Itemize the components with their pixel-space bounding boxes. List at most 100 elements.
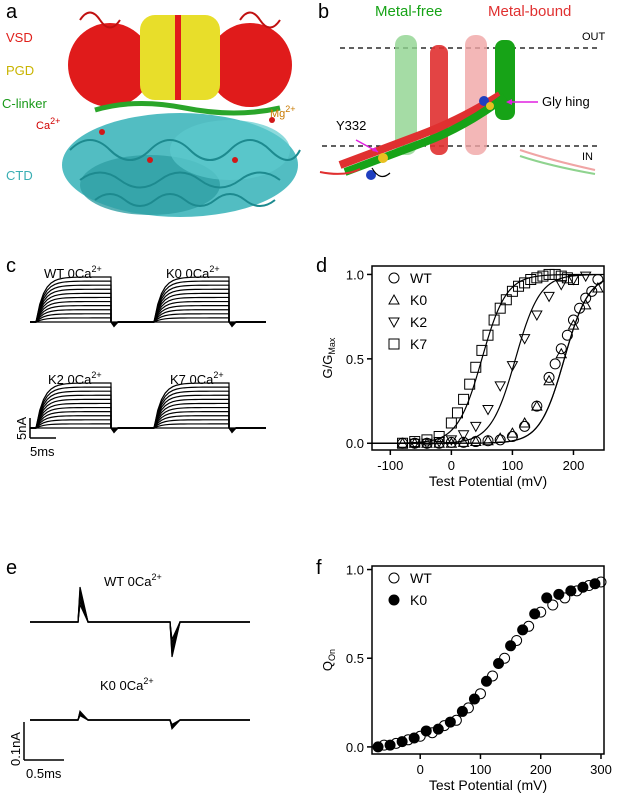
legend-label: WT [410, 270, 432, 286]
data-point [480, 675, 492, 687]
data-point [408, 438, 421, 450]
data-point [482, 329, 494, 341]
ca-ion [232, 157, 238, 163]
current-trace [30, 406, 148, 431]
data-point [372, 741, 384, 753]
x-axis-label: Test Potential (mV) [429, 473, 547, 489]
data-point [549, 268, 561, 280]
current-trace [148, 292, 266, 326]
current-trace [148, 402, 266, 432]
pgd-structure [140, 15, 220, 100]
data-point [567, 319, 580, 330]
label-out: OUT [582, 31, 606, 43]
current-trace [148, 280, 266, 328]
panel-a: a VSD PGD C [2, 1, 301, 217]
current-trace [148, 419, 266, 430]
current-trace [30, 402, 148, 432]
label-ctd: CTD [6, 168, 33, 183]
data-point [388, 293, 400, 305]
data-point [547, 599, 559, 611]
current-trace [30, 317, 148, 324]
y-tick-label: 0.5 [346, 352, 364, 367]
data-point [408, 732, 420, 744]
data-point [555, 343, 567, 355]
data-point [567, 275, 580, 286]
data-point [388, 572, 400, 584]
data-point [396, 437, 409, 448]
trace-label-k7: K7 0Ca2+ [170, 370, 224, 387]
panel-label-f: f [316, 557, 322, 579]
x-tick-label: 0 [448, 458, 455, 473]
data-point [397, 437, 409, 449]
data-point [543, 371, 555, 383]
y-tick-label: 0.5 [346, 651, 364, 666]
fit-curve [372, 280, 605, 444]
data-point [433, 430, 445, 442]
current-trace [30, 390, 148, 433]
fit-curve [372, 273, 605, 444]
current-trace [148, 398, 266, 432]
y-tick-label: 1.0 [346, 563, 364, 578]
current-trace [30, 382, 148, 434]
y332-residue [378, 153, 388, 163]
data-point [494, 434, 506, 446]
gly-hinge-residue-2 [486, 102, 494, 110]
data-point [518, 416, 531, 428]
data-point [519, 420, 531, 432]
current-trace [30, 415, 148, 430]
current-trace [148, 284, 266, 327]
data-point [518, 334, 531, 345]
data-point [388, 317, 400, 329]
x-tick-label: 200 [530, 762, 552, 777]
data-point [506, 430, 518, 442]
data-point [513, 280, 525, 292]
current-trace [30, 305, 148, 325]
panel-b: b Metal-free Metal-bound OUT IN Y332 Gly… [318, 1, 606, 180]
vsd-structure [68, 11, 292, 107]
y-tick-label: 0.0 [346, 740, 364, 755]
current-trace [148, 382, 266, 434]
current-trace [30, 292, 148, 326]
y-axis-label: QOn [320, 649, 337, 671]
x-tick-label: -100 [377, 458, 403, 473]
legend-label: K7 [410, 336, 427, 352]
panel-e: e WT 0Ca2+ K0 0Ca2+ 0.1nA 0.5ms [6, 557, 250, 781]
data-point [579, 298, 592, 310]
data-point [420, 725, 432, 737]
scale-label-y: 5nA [14, 417, 29, 440]
data-point [432, 723, 444, 735]
current-trace [148, 394, 266, 433]
current-trace [148, 300, 266, 325]
data-point [456, 705, 468, 717]
data-point [555, 347, 568, 359]
label-gly-hinge: Gly hing [542, 94, 590, 109]
label-in: IN [582, 151, 593, 163]
current-trace [30, 284, 148, 327]
data-point [458, 393, 470, 405]
current-trace [148, 386, 266, 434]
data-point [506, 361, 519, 372]
data-point [589, 578, 601, 590]
gly-hinge-residue [479, 96, 489, 106]
current-trace [148, 423, 266, 430]
label-vsd: VSD [6, 30, 33, 45]
data-point [530, 310, 543, 321]
data-point [543, 291, 555, 303]
panel-label-b: b [318, 1, 329, 23]
data-point [451, 407, 463, 419]
label-y332: Y332 [336, 118, 366, 133]
data-point [580, 292, 592, 304]
panel-c: c WT 0Ca2+ K0 0Ca2+ K2 0Ca2+ K7 0Ca2+ 5n… [6, 255, 266, 459]
trace-label-e-wt: WT 0Ca2+ [104, 572, 162, 589]
data-point [396, 736, 408, 748]
label-metal-free: Metal-free [375, 3, 443, 20]
data-point [468, 693, 480, 705]
current-trace [148, 415, 266, 430]
y-tick-label: 0.0 [346, 436, 364, 451]
scale-label-e-y: 0.1nA [8, 732, 23, 766]
current-trace [30, 419, 148, 430]
rotation-arrow [371, 167, 391, 178]
current-trace [30, 288, 148, 327]
helices [319, 35, 596, 176]
plot-frame [371, 265, 605, 451]
